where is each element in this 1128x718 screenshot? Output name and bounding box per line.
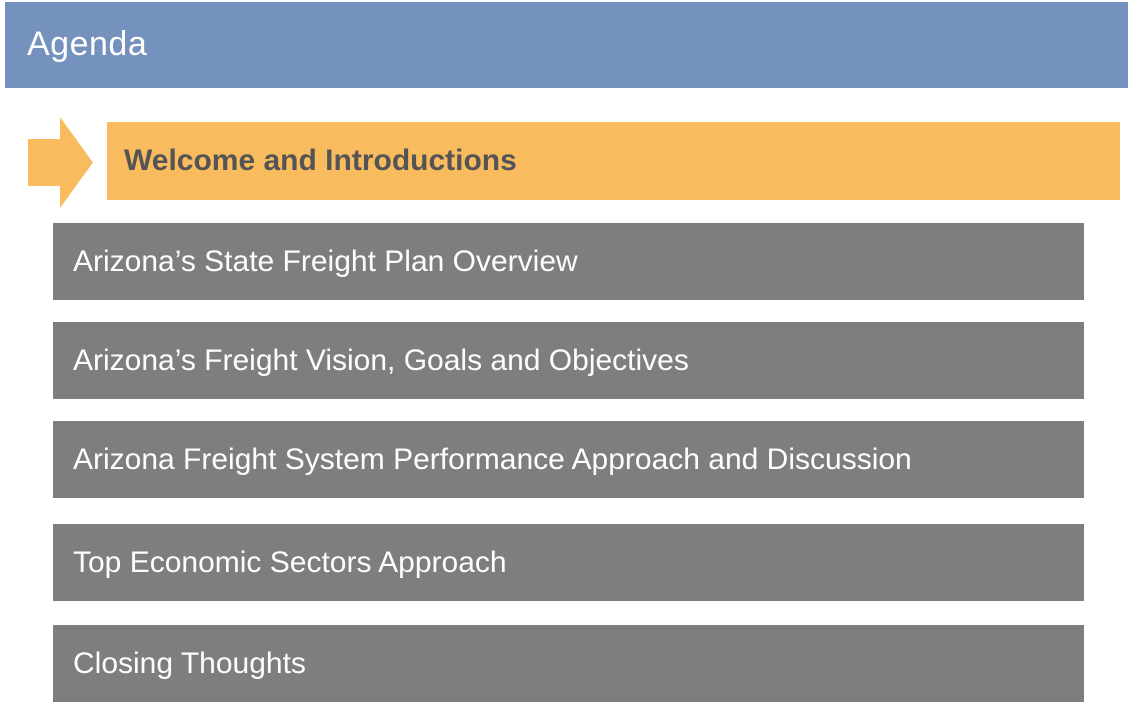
agenda-item-active: Welcome and Introductions (107, 122, 1120, 200)
right-arrow-icon (28, 117, 93, 208)
agenda-item: Top Economic Sectors Approach (53, 524, 1084, 601)
slide-title-bar: Agenda (5, 2, 1128, 88)
agenda-item-active-label: Welcome and Introductions (124, 144, 517, 177)
agenda-item-label: Top Economic Sectors Approach (73, 545, 507, 579)
agenda-item-label: Arizona Freight System Performance Appro… (73, 442, 912, 476)
agenda-item-label: Arizona’s Freight Vision, Goals and Obje… (73, 343, 689, 377)
slide-title: Agenda (27, 24, 148, 63)
agenda-item-label: Closing Thoughts (73, 646, 306, 680)
agenda-item: Closing Thoughts (53, 625, 1084, 702)
agenda-item: Arizona’s State Freight Plan Overview (53, 223, 1084, 300)
agenda-item: Arizona Freight System Performance Appro… (53, 421, 1084, 498)
agenda-item-label: Arizona’s State Freight Plan Overview (73, 244, 578, 278)
agenda-item: Arizona’s Freight Vision, Goals and Obje… (53, 322, 1084, 399)
